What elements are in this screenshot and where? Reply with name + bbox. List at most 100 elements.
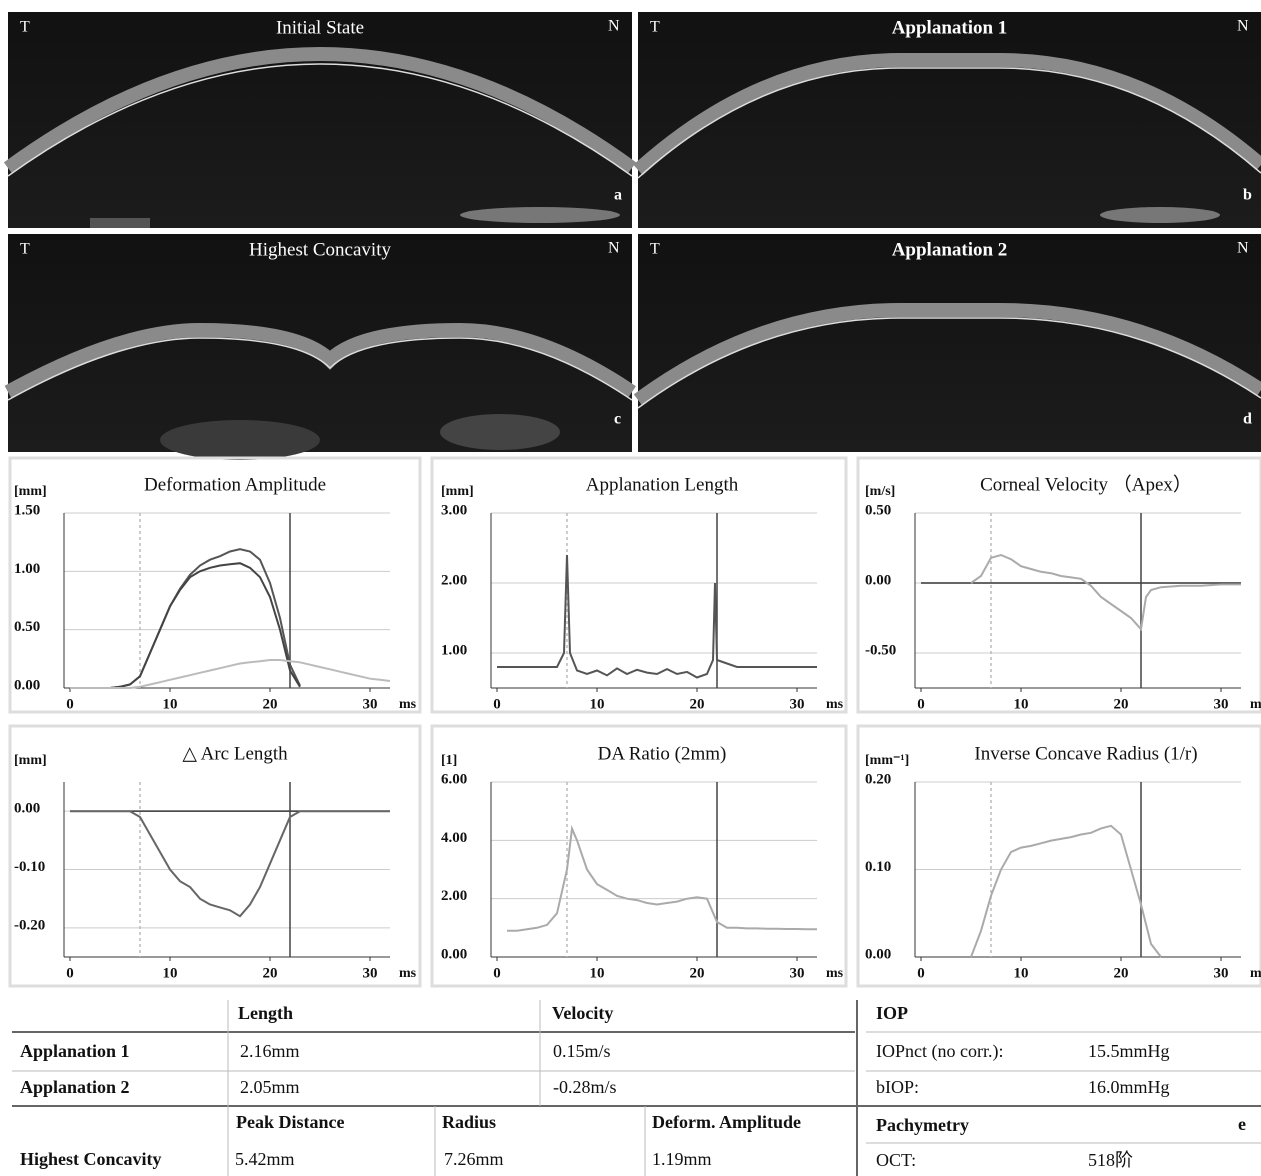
series-line <box>497 555 817 678</box>
table-cell: 5.42mm <box>235 1149 295 1169</box>
series-line <box>507 829 817 931</box>
x-tick-label: 10 <box>163 965 178 981</box>
table-header: IOP <box>876 1003 908 1023</box>
x-tick-label: 10 <box>163 696 178 712</box>
x-tick-label: 20 <box>263 965 278 981</box>
table-cell: 7.26mm <box>444 1149 504 1169</box>
x-tick-label: 0 <box>493 696 501 712</box>
row-label: Applanation 1 <box>20 1041 130 1061</box>
image-side-left: T <box>650 19 660 36</box>
table-header: Velocity <box>552 1003 613 1023</box>
x-tick-label: 0 <box>66 696 74 712</box>
x-unit: ms <box>399 966 417 981</box>
chart-title: Applanation Length <box>586 474 739 495</box>
table-rules <box>12 1000 1261 1176</box>
x-unit: ms <box>399 697 417 712</box>
x-tick-label: 30 <box>363 696 378 712</box>
x-tick-label: 0 <box>493 965 501 981</box>
x-tick-label: 10 <box>590 965 605 981</box>
table-cell: -0.28m/s <box>553 1077 617 1097</box>
image-side-right: N <box>608 240 620 257</box>
chart-title: Deformation Amplitude <box>144 474 326 495</box>
y-tick-label: 2.00 <box>441 572 467 588</box>
table-cell: 15.5mmHg <box>1088 1041 1170 1061</box>
chart-title: Corneal Velocity （Apex） <box>980 473 1192 495</box>
x-tick-label: 20 <box>690 696 705 712</box>
y-tick-label: 6.00 <box>441 771 467 787</box>
image-letter: a <box>614 187 622 204</box>
x-tick-label: 10 <box>590 696 605 712</box>
chart-title: △ Arc Length <box>182 743 288 764</box>
y-tick-label: 0.00 <box>14 677 40 693</box>
image-side-right: N <box>1237 240 1249 257</box>
image-letter: c <box>614 411 621 428</box>
series-line <box>971 826 1161 957</box>
x-tick-label: 10 <box>1014 965 1029 981</box>
image-title: Initial State <box>276 17 364 38</box>
chart-title: Inverse Concave Radius (1/r) <box>974 743 1197 764</box>
y-tick-label: 0.50 <box>865 502 891 518</box>
x-tick-label: 10 <box>1014 696 1029 712</box>
x-unit: ms <box>826 697 844 712</box>
image-title: Highest Concavity <box>249 239 391 260</box>
table-cell: 2.16mm <box>240 1041 300 1061</box>
y-tick-label: 1.50 <box>14 502 40 518</box>
y-tick-label: 0.50 <box>14 619 40 635</box>
oct-image-c <box>8 234 632 460</box>
y-tick-label: 1.00 <box>441 642 467 658</box>
x-tick-label: 20 <box>1114 965 1129 981</box>
series-line <box>70 549 300 688</box>
x-tick-label: 30 <box>1214 965 1229 981</box>
x-tick-label: 0 <box>66 965 74 981</box>
table-header: Peak Distance <box>236 1112 344 1132</box>
x-unit: ms <box>826 966 844 981</box>
x-unit: ms <box>1250 966 1261 981</box>
table-cell: IOPnct (no corr.): <box>876 1041 1003 1062</box>
table-cell: 1.19mm <box>652 1149 712 1169</box>
image-side-left: T <box>20 19 30 36</box>
oct-image-b <box>638 12 1261 228</box>
figure: Initial State T Na Applanation 1 T Nb Highest … <box>0 0 1261 1176</box>
y-tick-label: 4.00 <box>441 830 467 846</box>
table-cell: 518阶 <box>1088 1150 1133 1170</box>
x-tick-label: 30 <box>363 965 378 981</box>
x-tick-label: 0 <box>917 965 925 981</box>
image-title: Applanation 2 <box>892 239 1008 260</box>
table-header: Length <box>238 1003 293 1023</box>
y-tick-label: -0.50 <box>865 642 896 658</box>
y-unit: [mm] <box>441 484 474 499</box>
table-cell: 2.05mm <box>240 1077 300 1097</box>
x-unit: ms <box>1250 697 1261 712</box>
image-letter: b <box>1243 187 1252 204</box>
image-letter: d <box>1243 411 1252 428</box>
y-tick-label: 3.00 <box>441 502 467 518</box>
y-tick-label: 0.10 <box>865 859 891 875</box>
image-side-left: T <box>650 241 660 258</box>
y-unit: [mm] <box>14 484 47 499</box>
y-unit: [m/s] <box>865 484 895 499</box>
x-tick-label: 0 <box>917 696 925 712</box>
table-cell: bIOP: <box>876 1077 919 1097</box>
image-side-left: T <box>20 241 30 258</box>
y-tick-label: 0.20 <box>865 771 891 787</box>
y-unit: [mm⁻¹] <box>865 753 909 768</box>
y-tick-label: 0.00 <box>865 572 891 588</box>
y-unit: [1] <box>441 753 457 768</box>
y-tick-label: 2.00 <box>441 888 467 904</box>
x-tick-label: 20 <box>1114 696 1129 712</box>
series-line <box>70 811 390 916</box>
row-label: Highest Concavity <box>20 1149 162 1169</box>
oct-image-a <box>8 12 632 228</box>
x-tick-label: 30 <box>1214 696 1229 712</box>
panel-letter: e <box>1238 1114 1246 1134</box>
y-tick-label: -0.20 <box>14 917 45 933</box>
image-side-right: N <box>608 18 620 35</box>
image-title: Applanation 1 <box>892 17 1008 38</box>
table-header: Pachymetry <box>876 1115 969 1135</box>
x-tick-label: 20 <box>263 696 278 712</box>
table-header: Radius <box>442 1112 496 1132</box>
series-line <box>971 555 1241 629</box>
oct-image-d <box>638 234 1261 452</box>
x-tick-label: 30 <box>790 696 805 712</box>
table-header: Deform. Amplitude <box>652 1112 801 1132</box>
